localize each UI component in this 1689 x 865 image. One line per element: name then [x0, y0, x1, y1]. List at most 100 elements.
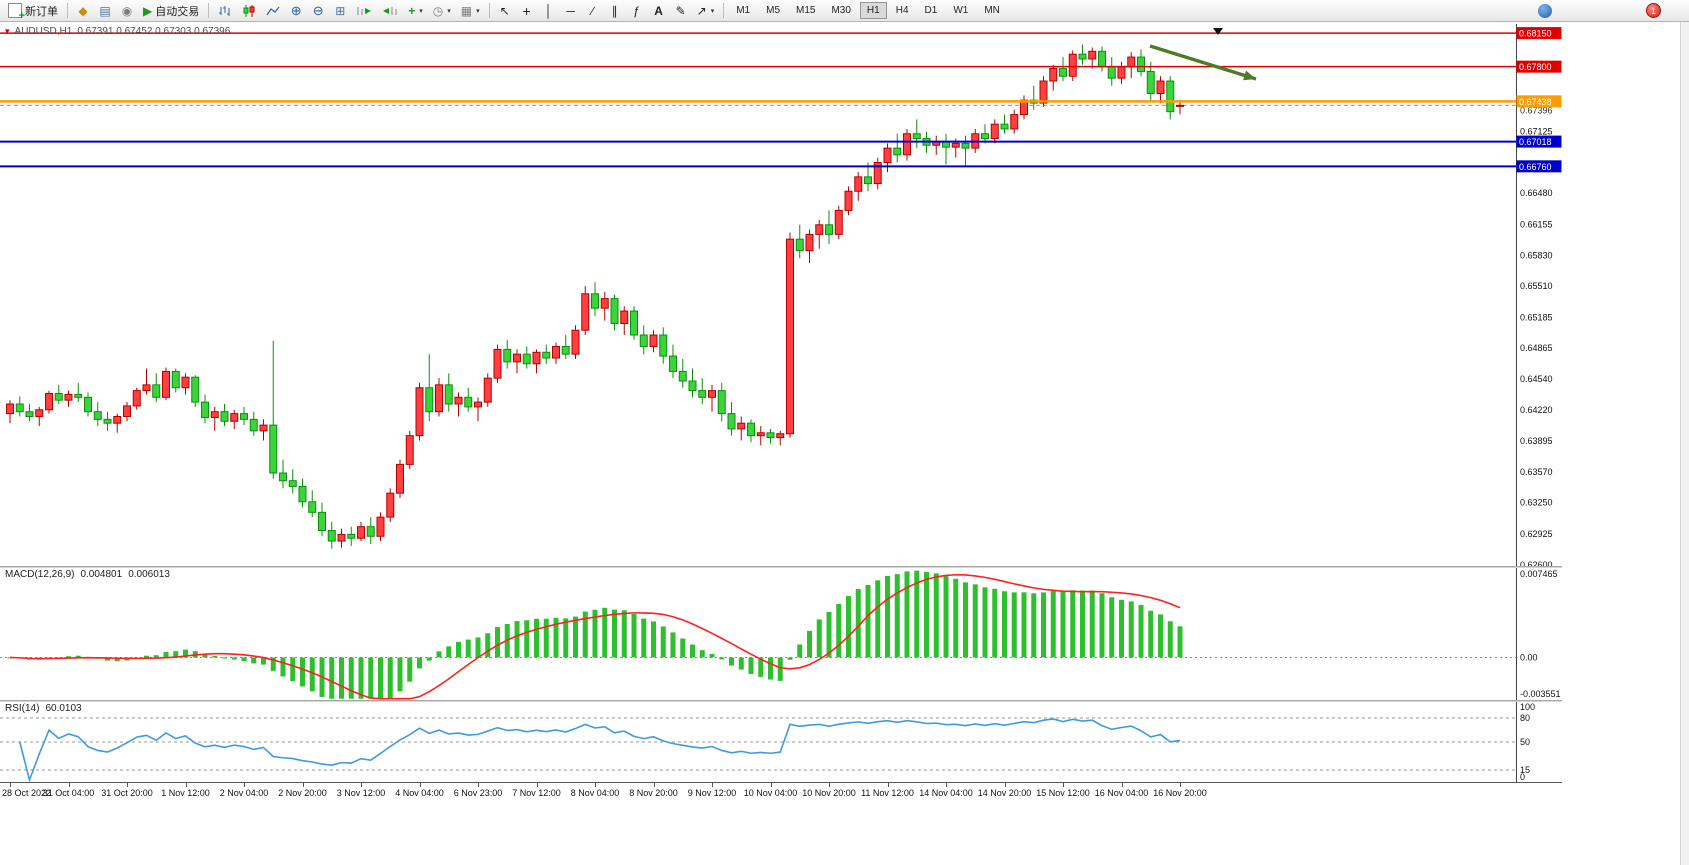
cursor-button[interactable]: ↖ — [495, 2, 515, 20]
svg-text:0.63895: 0.63895 — [1520, 436, 1553, 446]
fibonacci-button[interactable]: ƒ — [627, 2, 647, 20]
time-tick — [653, 783, 655, 787]
text-button[interactable]: A — [649, 2, 669, 20]
timeframe-m5[interactable]: M5 — [759, 2, 787, 19]
timeframe-mn[interactable]: MN — [977, 2, 1007, 19]
main-chart[interactable]: 0.67125 0.66480 0.66155 0.65830 0.65510 0.651… — [0, 24, 1562, 566]
time-label: 6 Nov 23:00 — [453, 788, 503, 798]
time-label: 15 Nov 12:00 — [1036, 788, 1090, 798]
time-tick — [946, 783, 947, 787]
time-label: 3 Nov 12:00 — [336, 788, 386, 798]
time-axis[interactable]: 28 Oct 2022 31 Oct 04:00 31 Oct 20:00 1 Nov… — [0, 782, 1562, 801]
print-button[interactable]: ▤ — [95, 2, 115, 20]
text-label-icon: ✎ — [675, 3, 686, 18]
svg-text:0.63570: 0.63570 — [1520, 467, 1553, 477]
tile-windows-button[interactable]: ⊞ — [330, 2, 350, 20]
svg-text:50: 50 — [1520, 737, 1530, 747]
chart-symbol-icon: ▾ — [5, 26, 10, 36]
svg-text:0.66155: 0.66155 — [1520, 219, 1553, 229]
horizontal-line-button[interactable]: ─ — [561, 2, 581, 20]
new-order-button[interactable]: 新订单 — [4, 2, 62, 22]
time-label: 9 Nov 12:00 — [687, 788, 737, 798]
time-tick — [68, 783, 70, 787]
rsi-value: 60.0103 — [45, 703, 82, 714]
time-tick — [1121, 783, 1123, 787]
zoom-out-button[interactable]: ⊖ — [308, 2, 328, 20]
time-label: 14 Nov 20:00 — [977, 788, 1032, 798]
panel-separator[interactable] — [0, 700, 1562, 702]
timeframe-d1[interactable]: D1 — [918, 2, 945, 19]
panel-separator[interactable] — [0, 566, 1562, 568]
vertical-scrollbar[interactable] — [1680, 22, 1689, 865]
period-button[interactable]: ◷ ▾ — [429, 2, 455, 20]
trendline-button[interactable]: ∕ — [583, 2, 603, 20]
time-label: 1 Nov 12:00 — [161, 788, 210, 798]
time-label: 16 Nov 20:00 — [1153, 788, 1207, 798]
zoom-in-icon: ⊕ — [290, 2, 302, 18]
time-label: 8 Nov 04:00 — [570, 788, 620, 798]
svg-text:0.64220: 0.64220 — [1520, 405, 1553, 415]
time-label: 14 Nov 04:00 — [919, 788, 973, 798]
candle-chart-button[interactable] — [238, 2, 260, 20]
timeframe-m30[interactable]: M30 — [824, 2, 857, 19]
time-tick — [10, 783, 11, 787]
template-icon: ▦ — [460, 3, 473, 18]
auto-scroll-button[interactable] — [352, 2, 376, 20]
svg-text:100: 100 — [1520, 702, 1535, 712]
macd-chart[interactable]: 0.007465 0.00 -0.003551 — [0, 568, 1562, 700]
toolbar-separator — [488, 3, 490, 18]
time-tick — [770, 783, 772, 787]
time-tick — [595, 783, 596, 787]
sound-button[interactable]: ◉ — [117, 2, 137, 20]
svg-text:-0.003551: -0.003551 — [1520, 689, 1561, 699]
time-label: 31 Oct 04:00 — [42, 788, 95, 798]
svg-text:80: 80 — [1520, 713, 1530, 723]
template-button[interactable]: ▦ ▾ — [457, 2, 484, 20]
line-chart-button[interactable] — [262, 2, 284, 20]
svg-text:0.65510: 0.65510 — [1520, 281, 1553, 291]
chart-shift-button[interactable] — [378, 2, 402, 20]
svg-text:0: 0 — [1520, 772, 1525, 782]
svg-text:0.67438: 0.67438 — [1519, 97, 1552, 107]
chevron-down-icon: ▾ — [476, 7, 480, 15]
timeframe-m15[interactable]: M15 — [789, 2, 822, 19]
svg-text:0.68150: 0.68150 — [1519, 29, 1552, 39]
svg-text:0.65830: 0.65830 — [1520, 250, 1553, 260]
rsi-label: RSI(14) 60.0103 — [5, 703, 82, 714]
new-chart-button[interactable]: + ▾ — [404, 2, 427, 20]
svg-text:0.62600: 0.62600 — [1520, 560, 1553, 566]
svg-text:0.64865: 0.64865 — [1520, 343, 1553, 353]
timeframe-w1[interactable]: W1 — [946, 2, 975, 19]
bar-chart-icon — [219, 5, 230, 16]
crosshair-button[interactable]: + — [517, 2, 537, 20]
macd-label: MACD(12,26,9) 0.004801 0.006013 — [5, 569, 170, 580]
notification-badge[interactable]: 1 — [1646, 3, 1661, 18]
arrows-icon: ↗ — [696, 3, 707, 18]
help-icon[interactable] — [1538, 4, 1552, 18]
time-label: 2 Nov 04:00 — [219, 788, 269, 798]
toolbar-separator — [208, 3, 210, 18]
time-tick — [829, 783, 830, 787]
timeframe-m1[interactable]: M1 — [729, 2, 757, 19]
bar-chart-button[interactable] — [214, 2, 236, 20]
channel-button[interactable]: ∥ — [605, 2, 625, 20]
timeframe-h1[interactable]: H1 — [859, 2, 887, 19]
time-tick — [1004, 783, 1006, 787]
vertical-line-button[interactable]: │ — [539, 2, 559, 20]
timeframe-h4[interactable]: H4 — [889, 2, 916, 19]
arrows-button[interactable]: ↗ ▾ — [693, 2, 719, 20]
zoom-in-button[interactable]: ⊕ — [286, 2, 306, 20]
text-label-button[interactable]: ✎ — [671, 2, 691, 20]
printer-icon: ▤ — [99, 3, 111, 18]
time-tick — [185, 783, 187, 787]
time-label: 7 Nov 12:00 — [512, 788, 561, 798]
time-label: 11 Nov 12:00 — [861, 788, 914, 798]
broadcast-icon: ◉ — [121, 3, 133, 18]
profiles-button[interactable]: ◆ — [73, 2, 93, 20]
macd-value-signal: 0.006013 — [128, 569, 170, 580]
chevron-down-icon: ▾ — [419, 7, 423, 15]
rsi-name: RSI(14) — [5, 703, 40, 714]
macd-name: MACD(12,26,9) — [5, 569, 75, 580]
autotrade-button[interactable]: ▶ 自动交易 — [139, 2, 203, 20]
